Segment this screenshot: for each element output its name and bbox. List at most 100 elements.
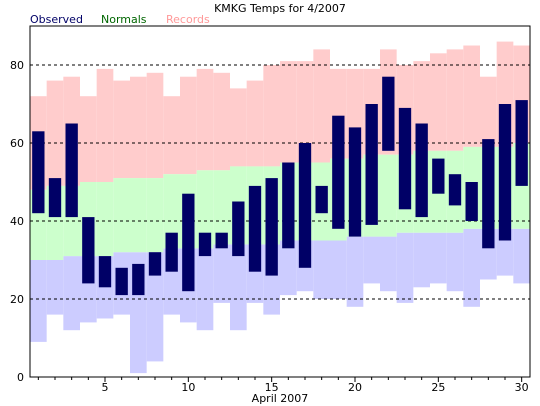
observed-bar	[232, 201, 245, 257]
observed-bar	[98, 256, 112, 288]
observed-bar	[32, 131, 45, 214]
record-high-bar	[430, 53, 447, 151]
observed-bar	[248, 185, 262, 272]
record-low-bar	[346, 236, 364, 307]
record-low-bar	[196, 248, 214, 331]
x-tick-label: 20	[348, 381, 362, 394]
observed-bar	[82, 217, 95, 284]
record-low-bar	[430, 232, 447, 284]
observed-bar	[365, 104, 378, 225]
record-low-bar	[413, 232, 430, 288]
normal-range-bar	[146, 178, 164, 253]
x-tick-label: 5	[102, 381, 109, 394]
record-high-bar	[280, 61, 297, 163]
record-low-bar	[330, 240, 347, 299]
record-low-bar	[63, 256, 80, 331]
record-low-bar	[46, 260, 64, 315]
observed-bar	[315, 185, 328, 214]
gridlines	[30, 64, 530, 300]
record-low-bar	[363, 236, 380, 284]
y-tick-label: 80	[10, 59, 24, 72]
record-high-bar	[146, 72, 164, 179]
record-low-bar	[230, 244, 247, 331]
record-low-bar	[463, 228, 480, 307]
record-high-bar	[180, 76, 197, 175]
normal-range-bar	[196, 170, 214, 249]
normal-range-bar	[96, 182, 114, 257]
observed-bar	[198, 232, 212, 257]
plot-frame	[29, 25, 531, 378]
y-tick-label: 0	[17, 371, 24, 384]
observed-bar	[515, 100, 528, 186]
record-low-bar	[396, 232, 414, 303]
normal-range-bar	[130, 178, 147, 253]
normal-range-bar	[113, 178, 130, 253]
observed-bar	[382, 76, 395, 151]
normal-range-bar	[213, 170, 230, 245]
observed-bar	[215, 232, 228, 249]
record-high-bar	[446, 49, 464, 151]
x-tick-label: 10	[181, 381, 195, 394]
y-tick-label: 20	[10, 293, 24, 306]
normal-range-bar	[380, 154, 397, 237]
record-low-bars	[30, 228, 530, 374]
observed-bar	[432, 158, 445, 194]
observed-bar	[465, 182, 478, 221]
record-high-bar	[296, 61, 314, 163]
observed-bar	[165, 232, 178, 272]
record-high-bar	[480, 76, 497, 147]
observed-range-bars	[32, 76, 528, 296]
record-high-bar	[246, 80, 264, 167]
observed-bar	[115, 267, 128, 296]
record-low-bar	[30, 260, 47, 342]
record-low-bar	[280, 240, 297, 296]
record-high-bar	[113, 80, 130, 179]
record-high-bar	[130, 76, 147, 179]
observed-bar	[415, 123, 428, 218]
legend-normals: Normals	[101, 13, 147, 26]
record-low-bar	[380, 236, 397, 292]
observed-bar	[348, 127, 362, 237]
x-axis-label: April 2007	[252, 392, 309, 405]
chart-title: KMKG Temps for 4/2007	[214, 2, 346, 15]
record-high-bar	[163, 96, 180, 175]
normal-range-bar	[163, 174, 180, 249]
tick-labels: 5 10 15 20 25 30 0 20 40 60 80	[10, 59, 529, 394]
record-high-bar	[213, 72, 230, 171]
record-high-bar	[263, 65, 280, 167]
observed-bar	[448, 174, 462, 206]
observed-bar	[498, 104, 512, 241]
x-tick-label: 25	[431, 381, 445, 394]
axes	[29, 25, 531, 382]
record-high-bar	[463, 45, 480, 147]
observed-bar	[182, 193, 195, 292]
y-tick-label: 60	[10, 137, 24, 150]
observed-bar	[265, 178, 278, 276]
record-high-bar	[80, 96, 97, 182]
legend-observed: Observed	[30, 13, 83, 26]
observed-bar	[132, 263, 145, 296]
observed-bar	[298, 143, 312, 268]
record-low-bar	[313, 240, 330, 299]
record-low-bar	[213, 244, 230, 303]
y-tick-label: 40	[10, 215, 24, 228]
record-low-bar	[513, 228, 530, 284]
legend-records: Records	[166, 13, 210, 26]
record-high-bar	[96, 68, 114, 182]
record-low-bar	[146, 252, 164, 362]
x-tick-label: 15	[265, 381, 279, 394]
x-tick-label: 30	[515, 381, 529, 394]
record-high-bar	[313, 49, 330, 163]
record-high-bar	[230, 88, 247, 167]
record-high-bar	[46, 80, 64, 186]
observed-bar	[48, 178, 62, 218]
observed-bar	[282, 162, 295, 249]
observed-bar	[148, 252, 162, 276]
observed-bar	[398, 107, 412, 210]
observed-bar	[332, 115, 345, 229]
observed-bar	[482, 139, 495, 249]
record-high-bar	[196, 68, 214, 171]
record-low-bar	[446, 232, 464, 292]
observed-bar	[65, 123, 78, 218]
